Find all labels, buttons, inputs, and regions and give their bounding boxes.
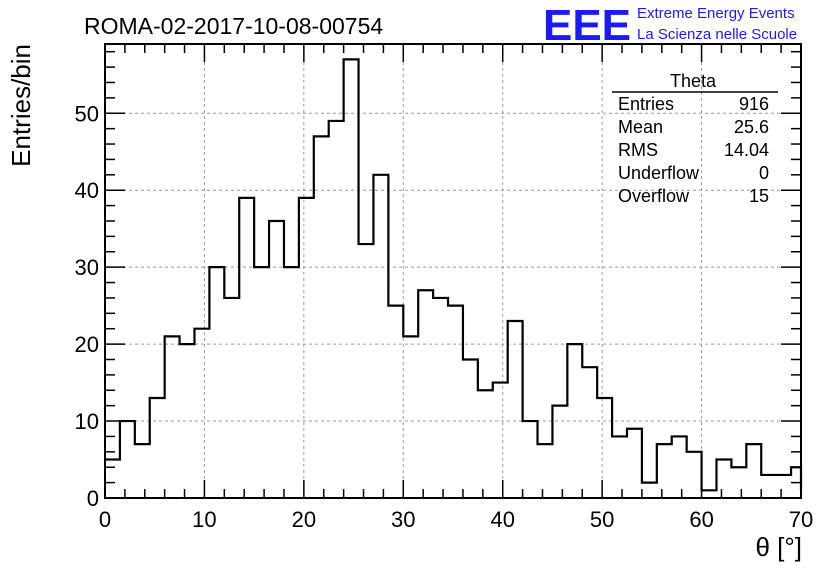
histogram-bin [597, 398, 612, 498]
x-tick-label: 40 [490, 507, 514, 532]
x-tick-label: 70 [789, 507, 813, 532]
histogram-bin [388, 306, 403, 498]
plot-frame [104, 43, 802, 499]
histogram-bin [448, 306, 463, 498]
tick-labels: 0 10 20 30 40 50 60 70 0 10 20 30 40 50 [75, 101, 814, 532]
stats-label: Mean [618, 117, 663, 137]
histogram-bin [508, 321, 523, 498]
histogram-bin [239, 198, 254, 498]
y-axis-title: Entries/bin [6, 44, 36, 167]
logo-line-2: La Scienza nelle Scuole [637, 26, 797, 43]
histogram-bin [672, 436, 687, 498]
histogram-bin [731, 467, 746, 498]
histogram-bin [150, 398, 165, 498]
histogram-bin [716, 460, 731, 498]
histogram-bin [746, 444, 761, 498]
histogram-bin [403, 336, 418, 498]
histogram-bin [224, 298, 239, 498]
stats-value: 0 [759, 163, 769, 183]
histogram-bin [194, 329, 209, 498]
histogram-bin [642, 483, 657, 498]
histogram-bin [105, 460, 120, 498]
histogram-bin [612, 436, 627, 498]
histogram-outline [105, 58, 803, 492]
histogram-bin [373, 175, 388, 498]
histogram-bin [478, 390, 493, 498]
histogram-bin [209, 267, 224, 498]
stats-label: RMS [618, 140, 658, 160]
histogram-bin [359, 244, 374, 498]
histogram-bin [120, 421, 135, 498]
grid-lines [105, 44, 801, 498]
stats-value: 916 [739, 94, 769, 114]
logo-line-1: Extreme Energy Events [637, 5, 795, 22]
y-tick-label: 10 [75, 409, 99, 434]
y-tick-label: 50 [75, 101, 99, 126]
histogram-bin [344, 59, 359, 498]
x-axis-title: θ [°] [755, 532, 802, 562]
stats-box: Theta Entries 916 Mean 25.6 RMS 14.04 Underflo… [612, 71, 778, 206]
histogram-bin [627, 429, 642, 498]
histogram-bin [523, 421, 538, 498]
histogram-bin [687, 452, 702, 498]
logo: EEE Extreme Energy Events La Scienza nel… [543, 1, 797, 50]
histogram-bin [552, 406, 567, 498]
x-tick-label: 0 [99, 507, 111, 532]
stats-value: 14.04 [724, 140, 769, 160]
histogram-bin [269, 221, 284, 498]
stats-value: 15 [749, 186, 769, 206]
stats-name: Theta [670, 71, 717, 91]
histogram-bin [433, 298, 448, 498]
x-tick-label: 20 [292, 507, 316, 532]
histogram-bin [299, 198, 314, 498]
x-tick-label: 30 [391, 507, 415, 532]
stats-label: Underflow [618, 163, 700, 183]
histogram-bars [105, 58, 803, 498]
histogram-bin [135, 444, 150, 498]
histogram-bin [463, 359, 478, 498]
logo-mark: EEE [543, 1, 631, 50]
histogram-bin [702, 490, 717, 498]
histogram-bin [582, 367, 597, 498]
x-tick-label: 60 [689, 507, 713, 532]
histogram-bin [493, 383, 508, 498]
histogram-bin [776, 475, 791, 498]
histogram-bin [180, 344, 195, 498]
stats-value: 25.6 [734, 117, 769, 137]
plot-title: ROMA-02-2017-10-08-00754 [84, 13, 383, 39]
y-tick-label: 20 [75, 332, 99, 357]
stats-label: Overflow [618, 186, 690, 206]
stats-rows: Entries 916 Mean 25.6 RMS 14.04 Underflow 0 Over… [618, 94, 769, 206]
histogram-bin [329, 121, 344, 498]
histogram-bin [657, 444, 672, 498]
y-tick-label: 40 [75, 178, 99, 203]
y-tick-label: 30 [75, 255, 99, 280]
histogram-bin [761, 475, 776, 498]
x-tick-label: 10 [192, 507, 216, 532]
x-tick-label: 50 [590, 507, 614, 532]
axis-ticks [104, 44, 802, 499]
histogram-bin [418, 290, 433, 498]
stats-label: Entries [618, 94, 674, 114]
histogram-bin [284, 267, 299, 498]
histogram-bin [538, 444, 553, 498]
histogram-bin [254, 267, 269, 498]
y-tick-label: 0 [87, 486, 99, 511]
histogram-bin [165, 336, 180, 498]
